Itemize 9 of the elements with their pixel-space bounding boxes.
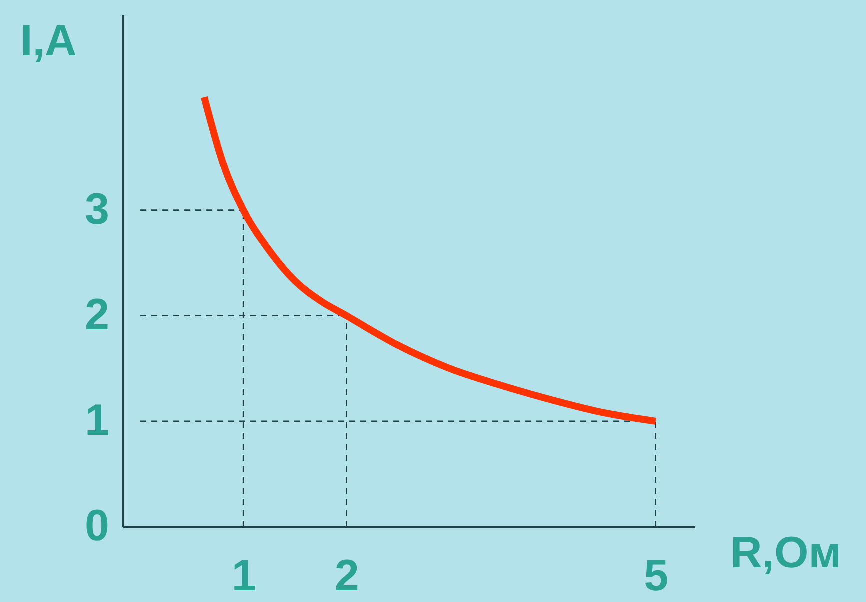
y-tick-label: 0	[85, 502, 110, 550]
y-axis-title: I,A	[20, 16, 77, 66]
x-tick-label: 1	[232, 552, 256, 600]
x-tick-label: 5	[644, 552, 669, 600]
y-tick-label: 3	[85, 184, 110, 234]
x-axis-title: R,Ом	[730, 528, 842, 578]
y-tick-label: 1	[85, 396, 110, 445]
x-tick-label: 2	[334, 552, 360, 600]
y-tick-label: 2	[85, 290, 110, 340]
